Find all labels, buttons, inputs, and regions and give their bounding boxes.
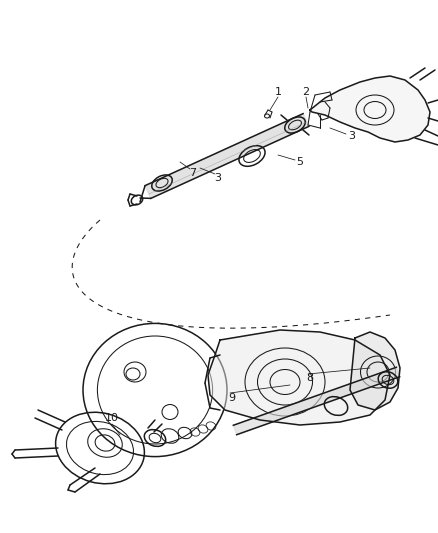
Polygon shape [310,76,430,142]
Text: 9: 9 [229,393,236,403]
Polygon shape [350,332,400,410]
Text: 5: 5 [297,157,304,167]
Text: 1: 1 [275,87,282,97]
Polygon shape [233,367,400,435]
Text: 3: 3 [215,173,222,183]
Text: 3: 3 [349,131,356,141]
Text: 8: 8 [307,373,314,383]
Polygon shape [145,114,309,198]
Polygon shape [208,330,390,425]
Text: 2: 2 [302,87,310,97]
Text: 10: 10 [105,413,119,423]
Text: 7: 7 [190,168,197,178]
